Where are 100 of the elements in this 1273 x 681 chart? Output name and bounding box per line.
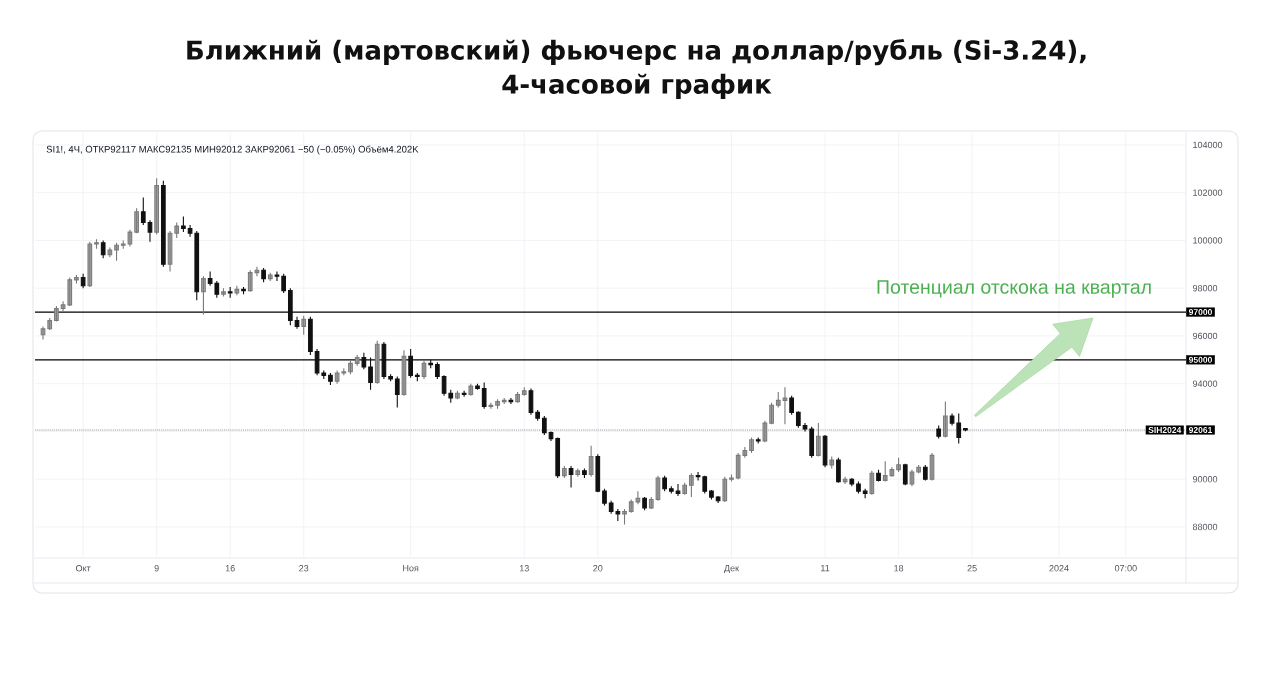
candlestick [100, 239, 106, 259]
candlestick [308, 316, 313, 356]
candlestick [575, 467, 581, 478]
x-tick-label: 20 [593, 565, 603, 572]
candlestick [876, 469, 881, 483]
annotation: SIH2024 [1148, 427, 1182, 433]
candlestick [541, 415, 547, 436]
candlestick [408, 348, 413, 379]
candlestick [943, 401, 948, 438]
candlestick [548, 430, 554, 442]
x-tick-label: 23 [299, 565, 309, 572]
candlestick [856, 481, 861, 495]
y-tick-label: 98000 [1192, 285, 1218, 292]
y-tick-label: 96000 [1192, 332, 1218, 340]
ref-line-label: 97000 [1188, 309, 1212, 316]
candlestick [829, 455, 835, 470]
candlestick [642, 496, 647, 511]
candlestick [568, 465, 574, 489]
candlestick [221, 287, 226, 298]
candlestick [836, 457, 841, 484]
candlestick [281, 273, 287, 294]
candlestick [762, 420, 768, 443]
candlestick [501, 397, 507, 405]
y-tick-label: 102000 [1193, 189, 1223, 196]
candlestick [622, 508, 627, 526]
candlestick [809, 426, 815, 459]
candlestick [174, 221, 180, 239]
candlestick [147, 219, 153, 243]
candlestick [682, 482, 688, 496]
candlestick [842, 476, 848, 485]
candlestick [227, 286, 233, 299]
candlestick [428, 359, 434, 369]
candlestick [461, 390, 467, 398]
candlestick [662, 475, 667, 492]
candlestick [668, 485, 674, 495]
candlestick [261, 267, 266, 283]
candlestick [54, 305, 59, 323]
candlestick [301, 315, 307, 336]
ref-line-label: 92061 [1188, 427, 1213, 433]
candlestick [80, 273, 86, 289]
candlestick [201, 275, 206, 316]
x-tick-label: 16 [225, 565, 235, 572]
x-tick-label: 13 [519, 565, 529, 572]
candlestick [374, 340, 380, 385]
candlestick [160, 180, 166, 268]
candlestick [515, 391, 520, 404]
candlestick [582, 467, 587, 479]
x-tick-label: 18 [894, 565, 904, 572]
candlestick [74, 274, 79, 284]
candlestick [40, 325, 46, 341]
candlestick [267, 272, 273, 282]
candlestick [909, 469, 915, 487]
candlestick [475, 383, 480, 391]
candlestick [902, 463, 908, 486]
x-tick-label: 11 [821, 565, 830, 572]
candlestick [354, 354, 360, 367]
candlestick [795, 410, 801, 429]
candlestick [181, 216, 186, 233]
candlestick [521, 386, 527, 397]
candlestick [936, 424, 942, 440]
candlestick [562, 465, 567, 479]
candlestick [114, 242, 119, 262]
candlestick [107, 247, 113, 258]
candlestick [361, 352, 367, 370]
x-tick-label: 9 [154, 565, 159, 572]
candlestick [468, 383, 474, 397]
candlestick [368, 356, 373, 391]
candlestick [595, 453, 601, 493]
candlestick [816, 422, 821, 458]
candlestick [435, 361, 440, 380]
ref-line-label: 95000 [1188, 356, 1212, 363]
candlestick [916, 464, 921, 474]
candlestick [274, 270, 280, 282]
candlestick [348, 360, 353, 375]
candlestick [294, 316, 300, 330]
y-tick-label: 104000 [1193, 141, 1223, 149]
candlestick [729, 473, 734, 483]
candlestick [709, 489, 714, 501]
candlestick [414, 372, 420, 382]
candlestick [602, 488, 607, 507]
y-tick-label: 94000 [1192, 380, 1218, 387]
candlestick [802, 422, 808, 432]
candlestick [715, 495, 721, 504]
candlestick [648, 496, 654, 510]
candlestick [869, 470, 875, 496]
candlestick [381, 341, 387, 380]
candlestick [47, 317, 53, 331]
candlestick [140, 196, 146, 226]
candlestick [555, 436, 561, 479]
x-tick-label: 2024 [1049, 565, 1069, 572]
candlestick [862, 488, 868, 499]
candlestick [94, 238, 99, 250]
y-tick-label: 90000 [1192, 476, 1218, 483]
candlestick [488, 402, 494, 410]
candlestick [963, 427, 968, 432]
candlestick [749, 436, 754, 454]
chart-title: Ближний (мартовский) фьючерс на доллар/рубль (Si-3.24), 4-часовой график [187, 38, 1086, 99]
candlestick [769, 402, 774, 425]
candlestick [508, 397, 514, 405]
candlestick [455, 390, 460, 400]
